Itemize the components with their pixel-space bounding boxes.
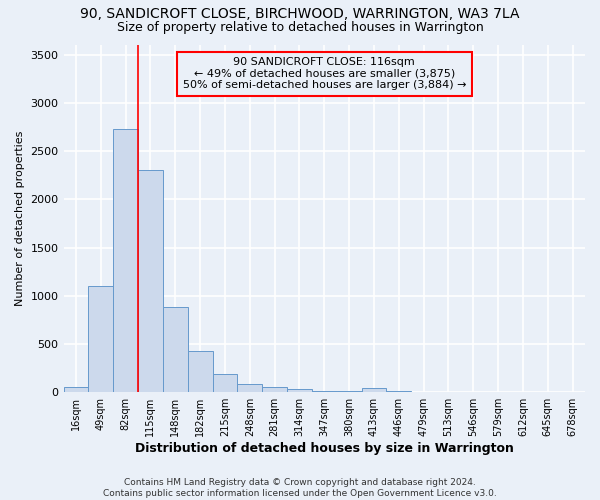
Text: 90 SANDICROFT CLOSE: 116sqm
← 49% of detached houses are smaller (3,875)
50% of : 90 SANDICROFT CLOSE: 116sqm ← 49% of det… <box>182 57 466 90</box>
Bar <box>88 286 113 392</box>
Bar <box>163 308 188 392</box>
Bar <box>238 384 262 392</box>
Bar <box>312 391 337 392</box>
Bar <box>362 388 386 392</box>
Bar <box>337 391 362 392</box>
Bar <box>287 390 312 392</box>
Bar <box>188 350 212 392</box>
Bar <box>212 374 238 392</box>
Bar <box>64 388 88 392</box>
Y-axis label: Number of detached properties: Number of detached properties <box>15 131 25 306</box>
Bar <box>262 387 287 392</box>
Text: 90, SANDICROFT CLOSE, BIRCHWOOD, WARRINGTON, WA3 7LA: 90, SANDICROFT CLOSE, BIRCHWOOD, WARRING… <box>80 8 520 22</box>
Text: Size of property relative to detached houses in Warrington: Size of property relative to detached ho… <box>116 21 484 34</box>
Bar <box>138 170 163 392</box>
Bar <box>113 129 138 392</box>
Text: Contains HM Land Registry data © Crown copyright and database right 2024.
Contai: Contains HM Land Registry data © Crown c… <box>103 478 497 498</box>
X-axis label: Distribution of detached houses by size in Warrington: Distribution of detached houses by size … <box>135 442 514 455</box>
